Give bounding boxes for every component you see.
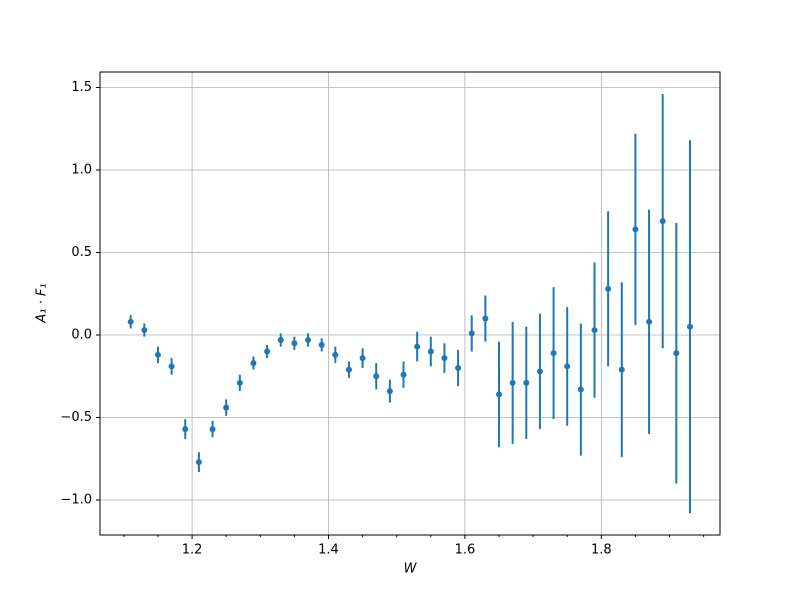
- data-point: [182, 426, 189, 433]
- data-point: [318, 341, 325, 348]
- plot-frame: [99, 71, 721, 536]
- x-tick-label: 1.2: [182, 543, 203, 558]
- data-point: [577, 386, 584, 393]
- y-tick-label: 1.0: [71, 163, 92, 178]
- data-point: [209, 426, 216, 433]
- data-point: [673, 350, 680, 357]
- data-point: [127, 318, 134, 325]
- data-point: [223, 404, 230, 411]
- data-point: [523, 379, 530, 386]
- y-tick-label: 0.5: [71, 245, 92, 260]
- data-point: [536, 368, 543, 375]
- y-tick-label: −0.5: [60, 410, 92, 425]
- data-point: [359, 355, 366, 362]
- data-point: [291, 340, 298, 347]
- data-point: [550, 350, 557, 357]
- data-point: [496, 391, 503, 398]
- data-point: [277, 336, 284, 343]
- data-point: [195, 459, 202, 466]
- data-point: [305, 336, 312, 343]
- data-point: [686, 323, 693, 330]
- data-point: [605, 285, 612, 292]
- data-point: [509, 379, 516, 386]
- y-tick-label: 0.0: [71, 328, 92, 343]
- data-point: [455, 365, 462, 372]
- x-axis-label: W: [404, 562, 418, 577]
- data-point: [236, 379, 243, 386]
- data-point: [332, 351, 339, 358]
- data-point: [373, 373, 380, 380]
- data-point: [659, 218, 666, 225]
- y-axis-label: A₁ · F₁: [35, 283, 50, 323]
- data-point: [400, 371, 407, 378]
- data-point: [386, 388, 393, 395]
- data-point: [468, 330, 475, 337]
- data-point: [414, 343, 421, 350]
- data-point: [427, 348, 434, 355]
- data-point: [250, 360, 257, 367]
- data-point: [264, 348, 271, 355]
- y-tick-label: 1.5: [71, 80, 92, 95]
- data-point: [482, 315, 489, 322]
- data-point: [632, 226, 639, 233]
- y-tick-label: −1.0: [60, 493, 92, 508]
- x-tick-label: 1.4: [318, 543, 339, 558]
- data-point: [141, 327, 148, 334]
- x-tick-label: 1.6: [455, 543, 476, 558]
- data-point: [154, 351, 161, 358]
- x-tick-label: 1.8: [591, 543, 612, 558]
- data-point: [564, 363, 571, 370]
- data-point: [591, 327, 598, 334]
- data-point: [168, 363, 175, 370]
- data-point: [646, 318, 653, 325]
- data-point: [441, 355, 448, 362]
- data-point: [345, 366, 352, 373]
- data-point: [618, 366, 625, 373]
